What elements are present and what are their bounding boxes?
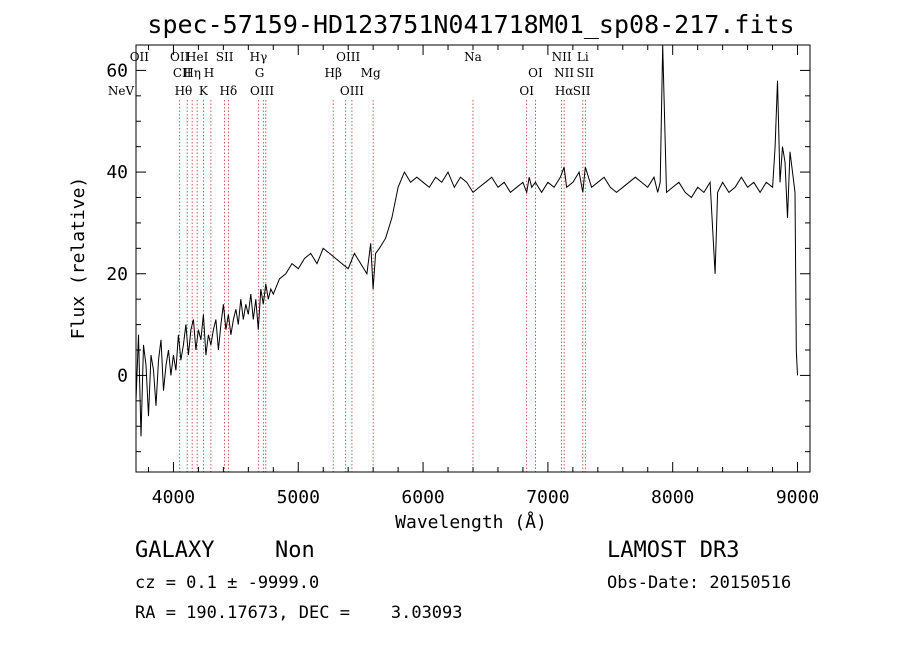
- x-axis-ticks: 4000 5000 6000 7000 8000 9000: [147, 45, 819, 508]
- spectral-line-label: Hγ: [250, 50, 268, 64]
- spectral-line-label: SII: [573, 84, 591, 98]
- ra-dec: RA = 190.17673, DEC = 3.03093: [135, 603, 463, 623]
- redshift-cz: cz = 0.1 ± -9999.0: [135, 573, 320, 593]
- x-tick-label: 9000: [776, 487, 819, 508]
- spectral-line-label: CII: [173, 66, 192, 80]
- spectral-line-label: H: [204, 66, 214, 80]
- x-tick-label: 5000: [277, 487, 320, 508]
- y-tick-label: 0: [117, 365, 128, 386]
- y-axis-ticks: 0 20 40 60: [106, 44, 810, 453]
- x-tick-label: 8000: [651, 487, 694, 508]
- y-tick-label: 60: [106, 60, 128, 81]
- spectral-line-label: OII: [130, 50, 150, 64]
- spectrum-series: [135, 44, 798, 437]
- spectral-line-label: NII: [554, 66, 574, 80]
- spectral-line-label: SII: [216, 50, 234, 64]
- spectral-line-label: Hα: [555, 84, 574, 98]
- y-tick-label: 20: [106, 264, 128, 285]
- chart-title: spec-57159-HD123751N041718M01_sp08-217.f…: [147, 10, 794, 39]
- spectral-line-label: Na: [464, 50, 482, 64]
- spectral-line-label: OIII: [340, 84, 364, 98]
- x-axis-label: Wavelength (Å): [395, 511, 547, 533]
- spectral-line-label: Hδ: [220, 84, 238, 98]
- spectral-line-label: Hβ: [325, 66, 342, 80]
- spectral-line-label: Mg: [361, 66, 381, 80]
- spectral-line-label: NII: [552, 50, 572, 64]
- spectral-line-label: OII: [170, 50, 190, 64]
- spectral-line-label: NeV: [108, 84, 135, 98]
- object-class: GALAXY: [135, 538, 215, 563]
- object-subclass: Non: [275, 538, 315, 563]
- spectral-line-label: OI: [519, 84, 534, 98]
- observation-date: Obs-Date: 20150516: [607, 573, 792, 593]
- spectral-line-label: Li: [577, 50, 589, 64]
- y-tick-label: 40: [106, 162, 128, 183]
- x-tick-label: 4000: [152, 487, 195, 508]
- spectral-line-label: OI: [528, 66, 543, 80]
- spectral-line-label: K: [199, 84, 209, 98]
- spectral-line-label: HeI: [186, 50, 209, 64]
- spectral-line-label: Hη: [183, 66, 201, 80]
- spectral-line-markers: [179, 100, 586, 472]
- spectral-line-label: OIII: [336, 50, 360, 64]
- spectral-line-label: G: [255, 66, 265, 80]
- survey-name: LAMOST DR3: [607, 538, 740, 563]
- spectral-line-label: SII: [576, 66, 594, 80]
- y-axis-label: Flux (relative): [68, 177, 89, 340]
- x-tick-label: 6000: [401, 487, 444, 508]
- x-tick-label: 7000: [526, 487, 569, 508]
- spectral-line-label: Hθ: [175, 84, 193, 98]
- spectral-line-label: OIII: [250, 84, 274, 98]
